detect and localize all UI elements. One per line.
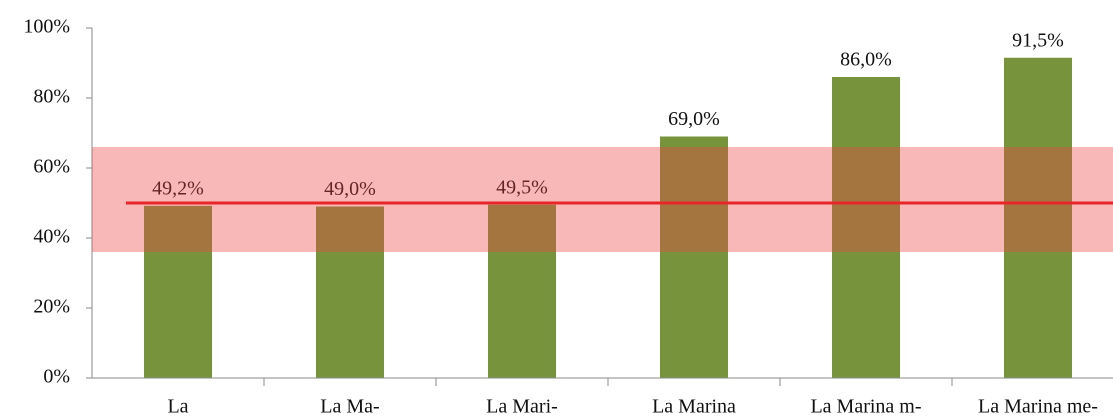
data-label: 49,2% [152,177,204,199]
y-tick-label: 80% [33,86,70,108]
x-tick-label: La [167,396,188,418]
bar [660,136,728,378]
x-tick-label: La Ma- [320,396,379,418]
y-tick-label: 0% [43,366,70,388]
y-tick-label: 60% [33,156,70,178]
x-tick-label: La Marina m- [810,396,921,418]
target-band [92,147,1113,252]
data-label: 69,0% [668,108,720,130]
bar [488,204,556,378]
bar [1004,57,1072,378]
data-label: 86,0% [840,49,892,71]
data-label: 91,5% [1012,29,1064,51]
data-label: 49,5% [496,176,548,198]
y-tick-label: 40% [33,226,70,248]
bar [832,77,900,378]
x-tick-label: La Marina me- [978,396,1098,418]
y-tick-label: 100% [23,16,70,38]
y-tick-label: 20% [33,296,70,318]
x-tick-label: La Mari- [486,396,558,418]
x-tick-label: La Marina [652,396,736,418]
data-label: 49,0% [324,178,376,200]
bar [144,205,212,378]
bar [316,206,384,378]
